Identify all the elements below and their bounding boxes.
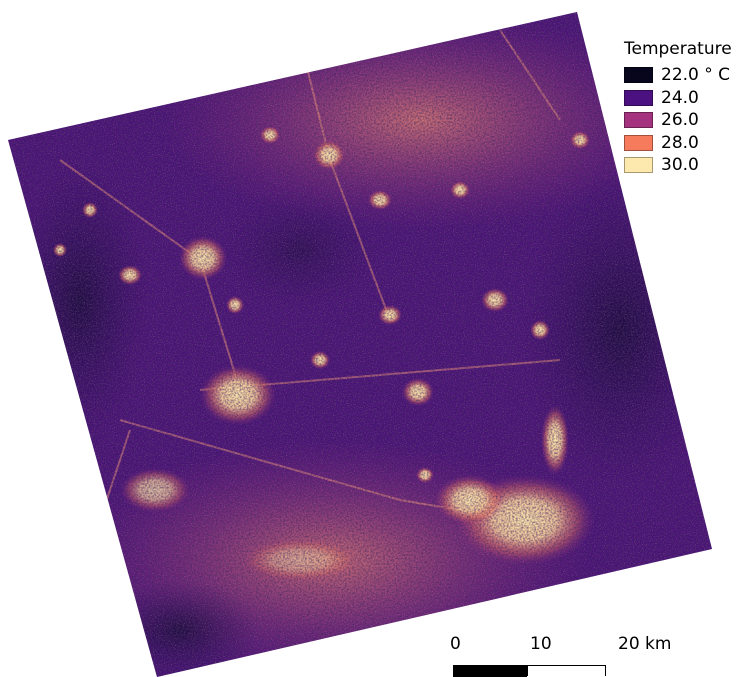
legend-swatch	[624, 67, 653, 84]
legend-label: 24.0	[661, 87, 699, 108]
legend-swatch	[624, 112, 653, 129]
legend-swatch	[624, 157, 653, 174]
scale-bar-segment-empty	[527, 665, 606, 676]
legend-swatch	[624, 89, 653, 106]
legend-label: 22.0 ° C	[661, 65, 731, 86]
legend-label: 28.0	[661, 132, 699, 153]
legend-label: 26.0	[661, 110, 699, 131]
legend-title: Temperature	[624, 39, 732, 59]
scale-bar-label-10: 10	[530, 634, 552, 654]
legend-item: 22.0 ° C	[624, 64, 732, 87]
scale-bar-segment-filled	[453, 665, 527, 677]
legend-swatch	[624, 134, 653, 151]
legend-label: 30.0	[661, 155, 699, 176]
legend-item: 26.0	[624, 109, 732, 132]
legend-item: 24.0	[624, 87, 732, 110]
scale-bar-label-0: 0	[450, 634, 461, 654]
legend-item: 28.0	[624, 132, 732, 155]
scale-bar: 0 10 20 km	[450, 634, 749, 677]
legend-item: 30.0	[624, 154, 732, 177]
scale-bar-label-20km: 20 km	[618, 634, 672, 654]
map-legend: Temperature 22.0 ° C 24.0 26.0 28.0 30.0	[624, 38, 732, 177]
